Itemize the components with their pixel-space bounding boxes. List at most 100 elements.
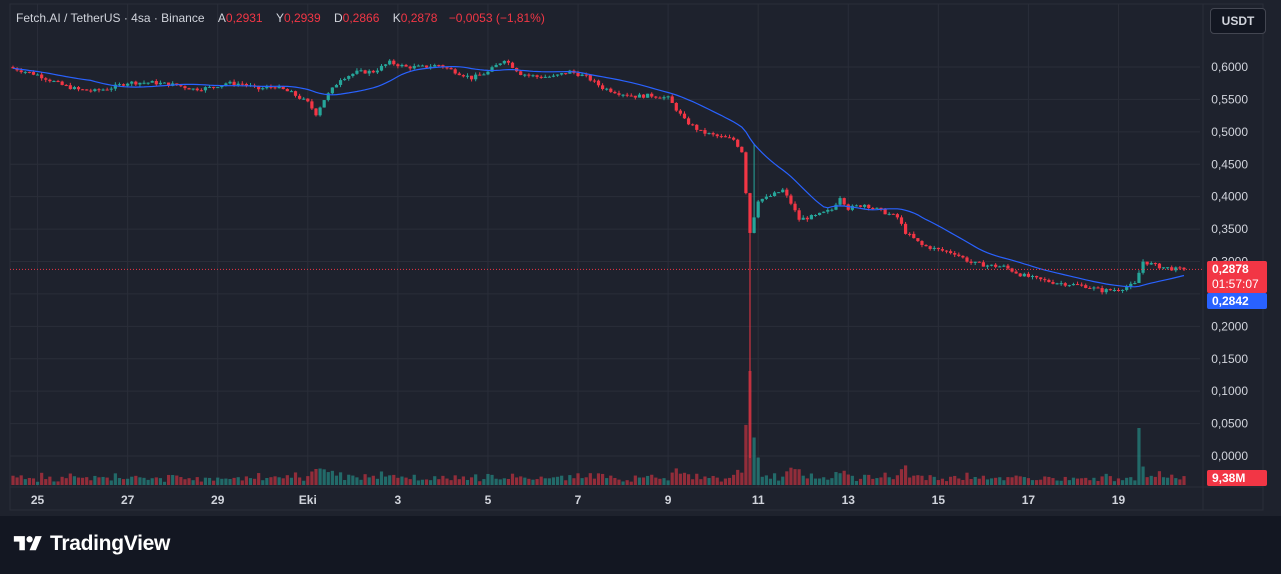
candle-body (1043, 279, 1047, 281)
open-label: A (217, 11, 226, 25)
candle-body (510, 62, 515, 68)
candle-body (895, 214, 899, 218)
volume-bar (506, 478, 511, 485)
candle-body (44, 78, 48, 80)
candle-body (433, 65, 437, 67)
volume-bar (322, 469, 326, 485)
candle-body (277, 86, 281, 89)
volume-bar (212, 480, 216, 485)
candle-body (1022, 273, 1026, 277)
candle-body (224, 83, 228, 86)
candle-body (908, 233, 912, 235)
volume-bar (1145, 477, 1149, 485)
candle-body (1047, 279, 1051, 283)
volume-bar (1182, 476, 1186, 485)
candle-body (1174, 267, 1178, 271)
volume-bar (572, 478, 576, 485)
volume-bar (1149, 475, 1153, 485)
currency-button[interactable]: USDT (1210, 8, 1266, 34)
branding-footer[interactable]: TradingView (12, 532, 170, 556)
candle-body (298, 95, 302, 99)
volume-bar (457, 479, 461, 485)
candle-body (285, 89, 289, 92)
candle-body (785, 189, 789, 196)
candle-body (949, 251, 953, 254)
candle-body (437, 65, 441, 67)
volume-bar (1063, 476, 1067, 485)
volume-bar (1133, 480, 1137, 485)
volume-bar (560, 475, 564, 485)
candle-body (1129, 283, 1133, 287)
candle-body (302, 98, 306, 100)
candle-body (48, 79, 52, 82)
volume-bar (449, 480, 453, 485)
volume-bar (543, 478, 547, 485)
candle-body (748, 193, 752, 233)
candle-body (678, 110, 682, 114)
volume-bar (1080, 478, 1084, 485)
y-tick-label: 0,4000 (1211, 190, 1248, 204)
ma-value-tag: 0,2842 (1207, 293, 1267, 309)
candle-body (625, 94, 629, 96)
candle-body (744, 152, 748, 194)
candle-body (52, 81, 56, 83)
volume-bar (969, 479, 973, 485)
volume-bar (1002, 480, 1006, 485)
volume-bar (474, 474, 478, 485)
volume-bar (130, 476, 134, 485)
volume-bar (789, 467, 793, 485)
volume-bar (334, 475, 339, 485)
candle-body (1071, 284, 1076, 286)
chart-frame[interactable]: 0,60000,55000,50000,45000,40000,35000,30… (0, 0, 1281, 516)
candle-body (957, 254, 961, 256)
volume-bar (64, 478, 68, 485)
candle-body (306, 98, 310, 102)
volume-bar (23, 479, 27, 485)
candle-body (871, 207, 875, 209)
volume-bar (887, 477, 891, 485)
y-tick-label: 0,1500 (1211, 352, 1248, 366)
low-label: D (334, 11, 343, 25)
candle-body (158, 82, 162, 85)
y-tick-label: 0,3500 (1211, 222, 1248, 236)
candle-body (666, 96, 670, 98)
x-tick-label: 19 (1112, 493, 1126, 507)
volume-bar (113, 473, 117, 485)
candle-body (469, 75, 474, 80)
volume-bar (875, 478, 879, 485)
volume-bar (924, 480, 928, 485)
volume-bar (584, 477, 588, 485)
volume-bar (637, 477, 642, 485)
volume-bar (736, 469, 740, 485)
open-value: 0,2931 (225, 11, 263, 25)
volume-bar (646, 475, 650, 485)
candle-body (269, 86, 273, 88)
candle-body (424, 65, 429, 68)
candle-body (928, 246, 932, 249)
close-label: K (392, 11, 401, 25)
change-value: −0,0053 (−1,81%) (448, 11, 545, 25)
volume-bar (261, 480, 265, 485)
volume-bar (949, 476, 953, 485)
volume-bar (105, 477, 109, 485)
volume-bar (617, 479, 621, 485)
candle-body (347, 76, 351, 79)
price-chart[interactable]: 0,60000,55000,50000,45000,40000,35000,30… (0, 0, 1281, 516)
high-label: Y (275, 11, 284, 25)
candle-body (822, 211, 826, 213)
candle-body (973, 261, 977, 263)
candle-body (1018, 273, 1022, 277)
candle-body (940, 249, 945, 251)
volume-bar (740, 472, 744, 485)
volume-bar (293, 472, 298, 485)
candle-body (293, 91, 298, 96)
volume-bar (957, 478, 961, 485)
volume-bar (588, 473, 592, 485)
candle-body (674, 102, 678, 111)
candle-body (826, 209, 830, 212)
volume-bar (89, 480, 93, 485)
volume-bar (785, 471, 789, 485)
volume-bar (1084, 477, 1088, 485)
y-tick-label: 0,1000 (1211, 384, 1248, 398)
candle-body (478, 74, 482, 76)
